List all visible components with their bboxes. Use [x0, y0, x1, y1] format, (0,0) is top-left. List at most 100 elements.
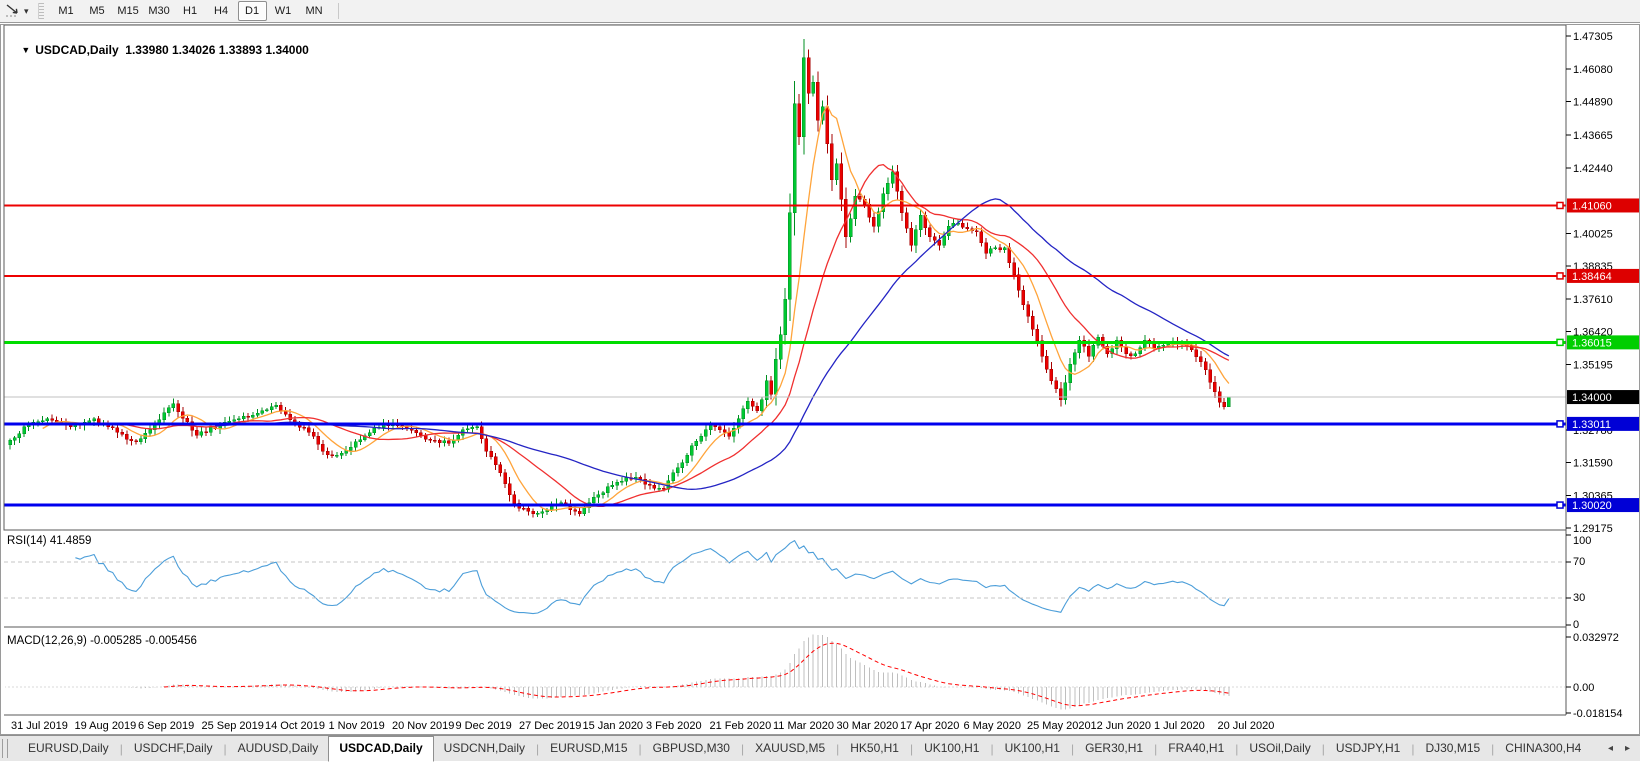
timeframe-button-w1[interactable]: W1 [274, 5, 292, 17]
candle [802, 38, 806, 155]
chart-tab-eurusd-daily[interactable]: EURUSD,Daily [28, 741, 109, 755]
date-label: 17 Apr 2020 [900, 720, 959, 732]
chart-tab-fra40-h1[interactable]: FRA40,H1 [1168, 741, 1225, 755]
candle [694, 438, 699, 451]
candle [199, 426, 204, 438]
candle [484, 434, 489, 458]
chart-tab-xauusd-m5[interactable]: XAUUSD,M5 [755, 741, 826, 755]
timeframe-button-d1[interactable]: D1 [237, 1, 267, 21]
chart-tab-ger30-h1[interactable]: GER30,H1 [1085, 741, 1144, 755]
chart-menu-caret-icon[interactable]: ▼ [21, 45, 31, 55]
timeframe-button-h4[interactable]: H4 [214, 5, 229, 17]
timeframe-button-m30[interactable]: M30 [148, 5, 170, 17]
timeframe-button-m1[interactable]: M1 [58, 5, 74, 17]
timeframe-button-h1[interactable]: H1 [183, 5, 198, 17]
candle [909, 221, 914, 252]
svg-text:1.38464: 1.38464 [1572, 271, 1612, 283]
tab-separator: | [119, 741, 123, 756]
price-tick-label: 1.31590 [1573, 457, 1613, 469]
macd-tick-label: 0.032972 [1573, 632, 1619, 644]
hline-handle[interactable] [1556, 501, 1564, 509]
candle [876, 207, 881, 233]
svg-text:1.34000: 1.34000 [1572, 392, 1612, 404]
candle [465, 424, 470, 434]
date-label: 30 Mar 2020 [837, 720, 899, 732]
candle [349, 441, 353, 455]
tab-separator: | [740, 741, 745, 756]
timeframe-button-m5[interactable]: M5 [89, 5, 105, 17]
tab-bar-grip [2, 739, 8, 758]
chart-tab-dj30-m15[interactable]: DJ30,M15 [1425, 741, 1481, 755]
candle [839, 152, 844, 211]
chart-tab-audusd-daily[interactable]: AUDUSD,Daily [237, 741, 319, 755]
candle [167, 404, 171, 417]
candle [797, 93, 801, 146]
candle [834, 158, 839, 185]
candle [624, 472, 629, 486]
price-badge-1.36015: 1.36015 [1556, 335, 1639, 350]
candle [526, 505, 531, 516]
chart-tab-gbpusd-m30[interactable]: GBPUSD,M30 [652, 741, 730, 755]
cursor-tool-button[interactable]: ▾ [4, 3, 29, 19]
price-tick-label: 1.44890 [1573, 97, 1613, 109]
toolbar: ▾ M1 M5 M15 M30 H1 H4 D1 W1 MN [0, 0, 1640, 23]
price-badge-1.41060: 1.41060 [1556, 198, 1639, 213]
cursor-tool-caret-icon[interactable]: ▾ [24, 5, 29, 16]
candle [274, 402, 278, 410]
chart-tab-usdcad-daily[interactable]: USDCAD,Daily [328, 736, 434, 762]
candle [110, 424, 115, 431]
candle [269, 402, 274, 414]
date-axis[interactable]: 31 Jul 2019 19 Aug 2019 6 Sep 2019 25 Sep 2… [11, 720, 1274, 732]
candle [848, 213, 853, 243]
candle [918, 209, 923, 237]
toolbar-grip[interactable] [37, 3, 44, 19]
candle [1138, 345, 1142, 358]
tab-separator: | [836, 741, 840, 756]
candle [1026, 301, 1030, 324]
chart-tab-usdjpy-h1[interactable]: USDJPY,H1 [1335, 741, 1401, 755]
tab-scroll-left-icon[interactable]: ◂ [1607, 743, 1613, 754]
candle [816, 71, 820, 132]
date-label: 20 Nov 2019 [392, 720, 454, 732]
candle [993, 245, 998, 250]
candle [1063, 374, 1068, 405]
candle [914, 224, 918, 253]
macd-tick-label: 0.00 [1573, 682, 1594, 694]
tab-scroll-right-icon[interactable]: ▸ [1624, 743, 1630, 754]
candle [204, 427, 208, 436]
rsi-indicator-label: RSI(14) 41.4859 [7, 535, 92, 547]
chart-ohlc-values: 1.33980 1.34026 1.33893 1.34000 [125, 43, 309, 57]
candle [1091, 341, 1096, 363]
candle [858, 191, 862, 203]
timeframe-button-mn[interactable]: MN [305, 5, 323, 17]
candle [535, 510, 540, 518]
hline-handle[interactable] [1556, 272, 1564, 280]
price-scale[interactable]: 1.47305 1.46080 1.44890 1.43665 1.42440 1.400… [1556, 31, 1639, 720]
candle [792, 80, 797, 236]
chart-tab-usdcnh-daily[interactable]: USDCNH,Daily [443, 741, 526, 755]
candle [540, 508, 545, 519]
hline-handle[interactable] [1556, 338, 1564, 347]
candle [592, 492, 596, 506]
candle [195, 426, 199, 439]
chart-tab-eurusd-m15[interactable]: EURUSD,M15 [550, 741, 628, 755]
chart-canvas[interactable]: 1.47305 1.46080 1.44890 1.43665 1.42440 1.400… [0, 24, 1640, 735]
candle [1073, 349, 1077, 372]
chart-symbol-label: USDCAD,Daily [35, 43, 119, 57]
chart-tab-usoil-daily[interactable]: USOil,Daily [1249, 741, 1311, 755]
date-label: 9 Dec 2019 [456, 720, 512, 732]
chart-tab-usdchf-daily[interactable]: USDCHF,Daily [133, 741, 213, 755]
date-label: 11 Mar 2020 [773, 720, 834, 732]
timeframe-button-m15[interactable]: M15 [117, 5, 139, 17]
chart-tab-china300-h4[interactable]: CHINA300,H4 [1505, 741, 1582, 755]
svg-text:1.36015: 1.36015 [1572, 337, 1612, 349]
chart-tab-hk50-h1[interactable]: HK50,H1 [850, 741, 899, 755]
hline-handle[interactable] [1556, 420, 1564, 428]
candle [428, 437, 433, 444]
chart-tab-uk100-h1[interactable]: UK100,H1 [1004, 741, 1060, 755]
candle [437, 438, 442, 448]
chart-window: 1.47305 1.46080 1.44890 1.43665 1.42440 1.400… [0, 24, 1640, 735]
candle [1115, 336, 1119, 355]
chart-tab-uk100-h1[interactable]: UK100,H1 [924, 741, 980, 755]
hline-handle[interactable] [1556, 201, 1564, 210]
